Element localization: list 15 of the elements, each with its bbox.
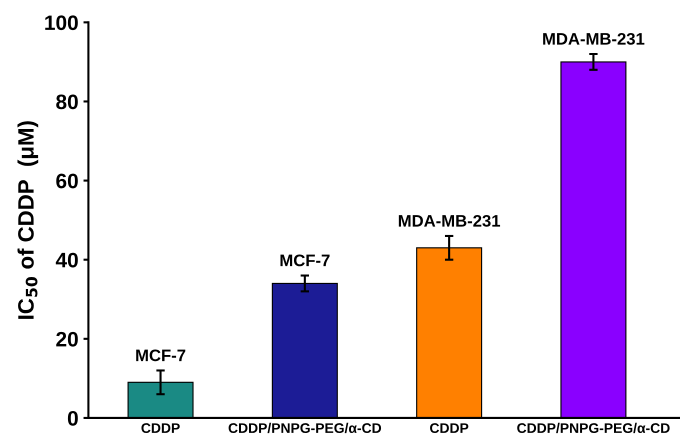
- annotation: MCF-7: [136, 349, 186, 362]
- y-tick-label: 100: [45, 15, 78, 30]
- annotation: MCF-7: [280, 254, 330, 266]
- y-tick-label: 40: [56, 252, 78, 268]
- x-tick-label: CDDP/PNPG-PEG/α-CD: [517, 422, 670, 434]
- y-tick-label: 20: [56, 332, 78, 347]
- annotation: MDA-MB-231: [398, 214, 500, 227]
- y-axis-title: IC$_{50}$ of CDDP (μM): [17, 121, 38, 319]
- y-tick-label: 0: [68, 410, 78, 426]
- y-tick-label: 60: [56, 174, 78, 188]
- x-tick-label: CDDP: [430, 423, 468, 434]
- x-tick-label: CDDP: [141, 423, 180, 434]
- annotation: MDA-MB-231: [543, 32, 644, 45]
- y-tick-label: 80: [56, 94, 78, 110]
- x-tick-label: CDDP/PNPG-PEG/α-CD: [228, 422, 382, 434]
